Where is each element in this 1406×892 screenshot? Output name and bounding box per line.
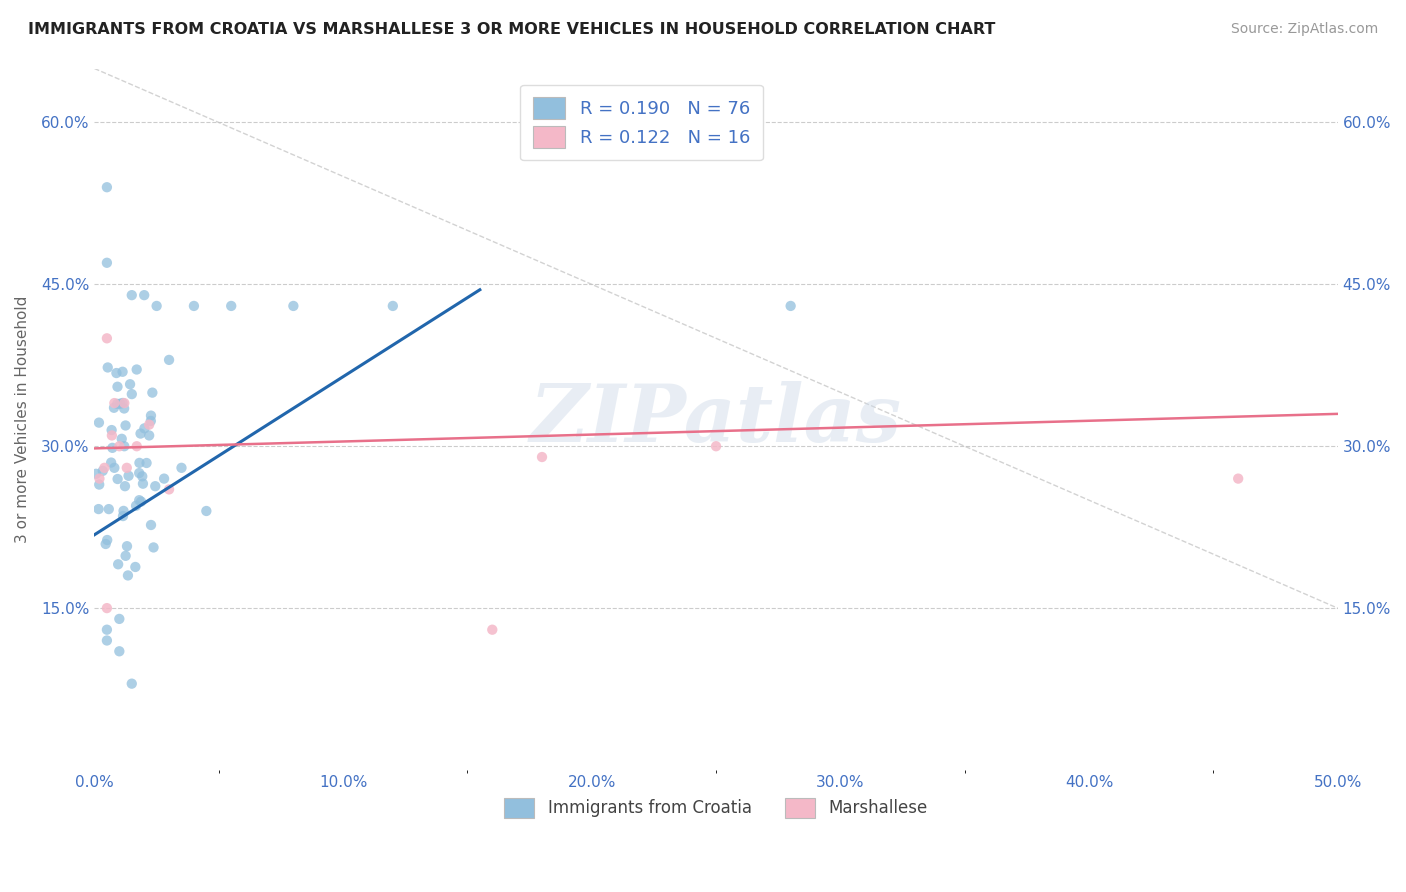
Point bbox=[87, 416, 110, 430]
Point bbox=[89, 472, 111, 486]
Point bbox=[87, 502, 110, 516]
Point bbox=[121, 288, 143, 302]
Point bbox=[89, 477, 111, 491]
Point bbox=[108, 397, 131, 411]
Point bbox=[138, 428, 160, 442]
Point bbox=[195, 504, 218, 518]
Point bbox=[100, 423, 122, 437]
Point bbox=[183, 299, 205, 313]
Point bbox=[96, 623, 118, 637]
Point bbox=[117, 568, 139, 582]
Point bbox=[101, 428, 124, 442]
Point bbox=[779, 299, 801, 313]
Point bbox=[84, 467, 107, 481]
Point bbox=[112, 439, 135, 453]
Point bbox=[111, 509, 134, 524]
Point bbox=[103, 401, 125, 415]
Point bbox=[139, 414, 162, 428]
Point bbox=[141, 385, 163, 400]
Text: ZIPatlas: ZIPatlas bbox=[530, 381, 903, 458]
Point bbox=[139, 409, 162, 423]
Point bbox=[128, 466, 150, 480]
Point bbox=[170, 460, 193, 475]
Text: IMMIGRANTS FROM CROATIA VS MARSHALLESE 3 OR MORE VEHICLES IN HOUSEHOLD CORRELATI: IMMIGRANTS FROM CROATIA VS MARSHALLESE 3… bbox=[28, 22, 995, 37]
Point bbox=[128, 456, 150, 470]
Point bbox=[145, 299, 167, 313]
Point bbox=[107, 472, 129, 486]
Point bbox=[108, 644, 131, 658]
Point bbox=[704, 439, 727, 453]
Point bbox=[134, 421, 156, 435]
Point bbox=[96, 256, 118, 270]
Point bbox=[96, 601, 118, 615]
Point bbox=[219, 299, 242, 313]
Point bbox=[153, 472, 176, 486]
Point bbox=[107, 380, 129, 394]
Point bbox=[381, 299, 404, 313]
Point bbox=[124, 560, 146, 574]
Legend: Immigrants from Croatia, Marshallese: Immigrants from Croatia, Marshallese bbox=[498, 791, 935, 825]
Point bbox=[132, 476, 155, 491]
Point bbox=[96, 180, 118, 194]
Point bbox=[115, 460, 138, 475]
Point bbox=[157, 352, 180, 367]
Point bbox=[121, 676, 143, 690]
Point bbox=[105, 397, 128, 411]
Y-axis label: 3 or more Vehicles in Household: 3 or more Vehicles in Household bbox=[15, 295, 30, 543]
Point bbox=[91, 464, 114, 478]
Point bbox=[97, 360, 120, 375]
Point bbox=[111, 396, 134, 410]
Point bbox=[129, 494, 152, 508]
Point bbox=[103, 396, 125, 410]
Point bbox=[117, 468, 139, 483]
Point bbox=[129, 426, 152, 441]
Point bbox=[121, 387, 143, 401]
Point bbox=[125, 362, 148, 376]
Point bbox=[103, 460, 125, 475]
Point bbox=[107, 558, 129, 572]
Point bbox=[111, 432, 134, 446]
Point bbox=[112, 401, 135, 416]
Point bbox=[96, 331, 118, 345]
Point bbox=[108, 439, 131, 453]
Point bbox=[142, 541, 165, 555]
Point bbox=[97, 502, 120, 516]
Point bbox=[114, 418, 136, 433]
Point bbox=[111, 365, 134, 379]
Point bbox=[481, 623, 503, 637]
Point bbox=[115, 539, 138, 553]
Text: Source: ZipAtlas.com: Source: ZipAtlas.com bbox=[1230, 22, 1378, 37]
Point bbox=[105, 366, 128, 380]
Point bbox=[114, 549, 136, 563]
Point bbox=[108, 612, 131, 626]
Point bbox=[143, 479, 166, 493]
Point bbox=[138, 417, 160, 432]
Point bbox=[94, 537, 117, 551]
Point bbox=[96, 533, 118, 547]
Point bbox=[100, 456, 122, 470]
Point bbox=[135, 456, 157, 470]
Point bbox=[120, 377, 142, 392]
Point bbox=[114, 479, 136, 493]
Point bbox=[125, 499, 148, 513]
Point bbox=[96, 633, 118, 648]
Point bbox=[131, 469, 153, 483]
Point bbox=[530, 450, 553, 464]
Point bbox=[112, 504, 135, 518]
Point bbox=[101, 441, 124, 455]
Point bbox=[1227, 472, 1250, 486]
Point bbox=[93, 460, 115, 475]
Point bbox=[157, 483, 180, 497]
Point bbox=[139, 518, 162, 533]
Point bbox=[283, 299, 305, 313]
Point bbox=[128, 493, 150, 508]
Point bbox=[134, 288, 156, 302]
Point bbox=[125, 439, 148, 453]
Point bbox=[112, 396, 135, 410]
